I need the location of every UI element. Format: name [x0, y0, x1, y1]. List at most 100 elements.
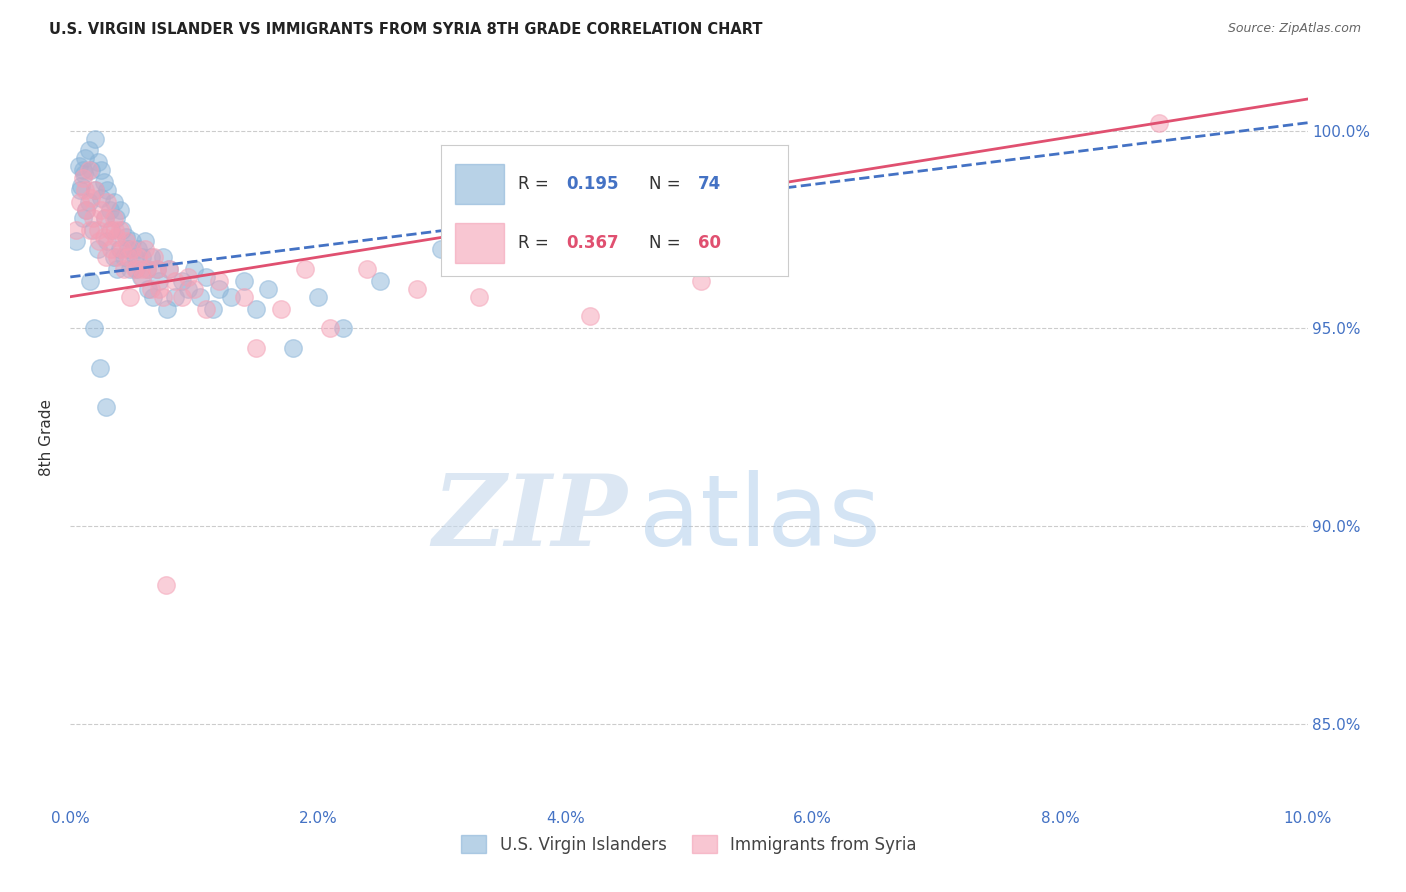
Point — [156, 301, 179, 316]
Point — [690, 274, 713, 288]
Point — [124, 250, 146, 264]
Point — [142, 290, 165, 304]
Point — [579, 310, 602, 324]
Point — [111, 242, 134, 256]
Point — [131, 250, 153, 264]
Point — [103, 250, 125, 264]
Point — [281, 341, 304, 355]
Point — [139, 282, 162, 296]
Point — [165, 290, 187, 304]
Point — [170, 290, 193, 304]
Point — [195, 301, 218, 316]
Point — [96, 194, 118, 209]
Point — [77, 163, 100, 178]
Point — [157, 262, 180, 277]
Point — [98, 202, 121, 217]
Point — [183, 262, 205, 277]
Point — [703, 222, 725, 236]
Point — [148, 274, 170, 288]
Point — [94, 211, 117, 225]
Point — [82, 211, 104, 225]
Point — [115, 235, 138, 249]
Point — [108, 222, 131, 236]
Point — [188, 290, 211, 304]
Point — [152, 290, 174, 304]
Point — [245, 341, 267, 355]
Point — [93, 230, 115, 244]
Point — [245, 301, 267, 316]
Point — [219, 290, 242, 304]
Point — [155, 578, 177, 592]
Point — [75, 183, 97, 197]
Point — [131, 269, 153, 284]
Point — [165, 274, 187, 288]
Point — [77, 194, 100, 209]
Point — [257, 282, 280, 296]
Point — [86, 242, 108, 256]
Point — [356, 262, 378, 277]
Point — [90, 163, 112, 178]
Point — [94, 211, 117, 225]
Point — [82, 222, 104, 236]
Point — [177, 269, 200, 284]
Point — [80, 163, 103, 178]
Point — [86, 222, 108, 236]
Point — [208, 282, 231, 296]
Point — [368, 274, 391, 288]
Point — [152, 250, 174, 264]
Point — [96, 183, 118, 197]
Point — [129, 269, 152, 284]
Point — [134, 235, 156, 249]
Point — [75, 152, 97, 166]
Legend: U.S. Virgin Islanders, Immigrants from Syria: U.S. Virgin Islanders, Immigrants from S… — [454, 829, 924, 860]
Point — [83, 321, 105, 335]
Point — [65, 222, 87, 236]
Text: ZIP: ZIP — [432, 470, 627, 566]
Point — [72, 211, 94, 225]
Point — [69, 194, 91, 209]
Point — [195, 269, 218, 284]
Y-axis label: 8th Grade: 8th Grade — [39, 399, 55, 475]
Point — [96, 235, 118, 249]
Point — [65, 235, 87, 249]
Point — [100, 242, 122, 256]
Point — [467, 290, 489, 304]
Point — [232, 290, 254, 304]
Point — [104, 222, 127, 236]
Point — [307, 290, 329, 304]
Point — [129, 262, 152, 277]
Point — [146, 262, 169, 277]
Point — [93, 175, 115, 189]
Point — [96, 401, 118, 415]
Point — [103, 194, 125, 209]
Text: U.S. VIRGIN ISLANDER VS IMMIGRANTS FROM SYRIA 8TH GRADE CORRELATION CHART: U.S. VIRGIN ISLANDER VS IMMIGRANTS FROM … — [49, 22, 762, 37]
Point — [270, 301, 292, 316]
Point — [77, 144, 100, 158]
Point — [79, 222, 101, 236]
Point — [405, 282, 427, 296]
Point — [127, 242, 149, 256]
Point — [67, 159, 90, 173]
Point — [112, 262, 135, 277]
Point — [177, 282, 200, 296]
Point — [1147, 116, 1170, 130]
Point — [75, 202, 97, 217]
Point — [86, 155, 108, 169]
Point — [84, 183, 107, 197]
Point — [111, 222, 134, 236]
Point — [157, 262, 180, 277]
Point — [125, 262, 148, 277]
Point — [121, 242, 143, 256]
Point — [87, 235, 110, 249]
Point — [108, 202, 131, 217]
Point — [105, 262, 128, 277]
Point — [170, 274, 193, 288]
Point — [96, 250, 118, 264]
Point — [118, 262, 141, 277]
Point — [75, 202, 97, 217]
Text: Source: ZipAtlas.com: Source: ZipAtlas.com — [1227, 22, 1361, 36]
Point — [98, 222, 121, 236]
Point — [430, 242, 453, 256]
Point — [100, 222, 122, 236]
Point — [79, 274, 101, 288]
